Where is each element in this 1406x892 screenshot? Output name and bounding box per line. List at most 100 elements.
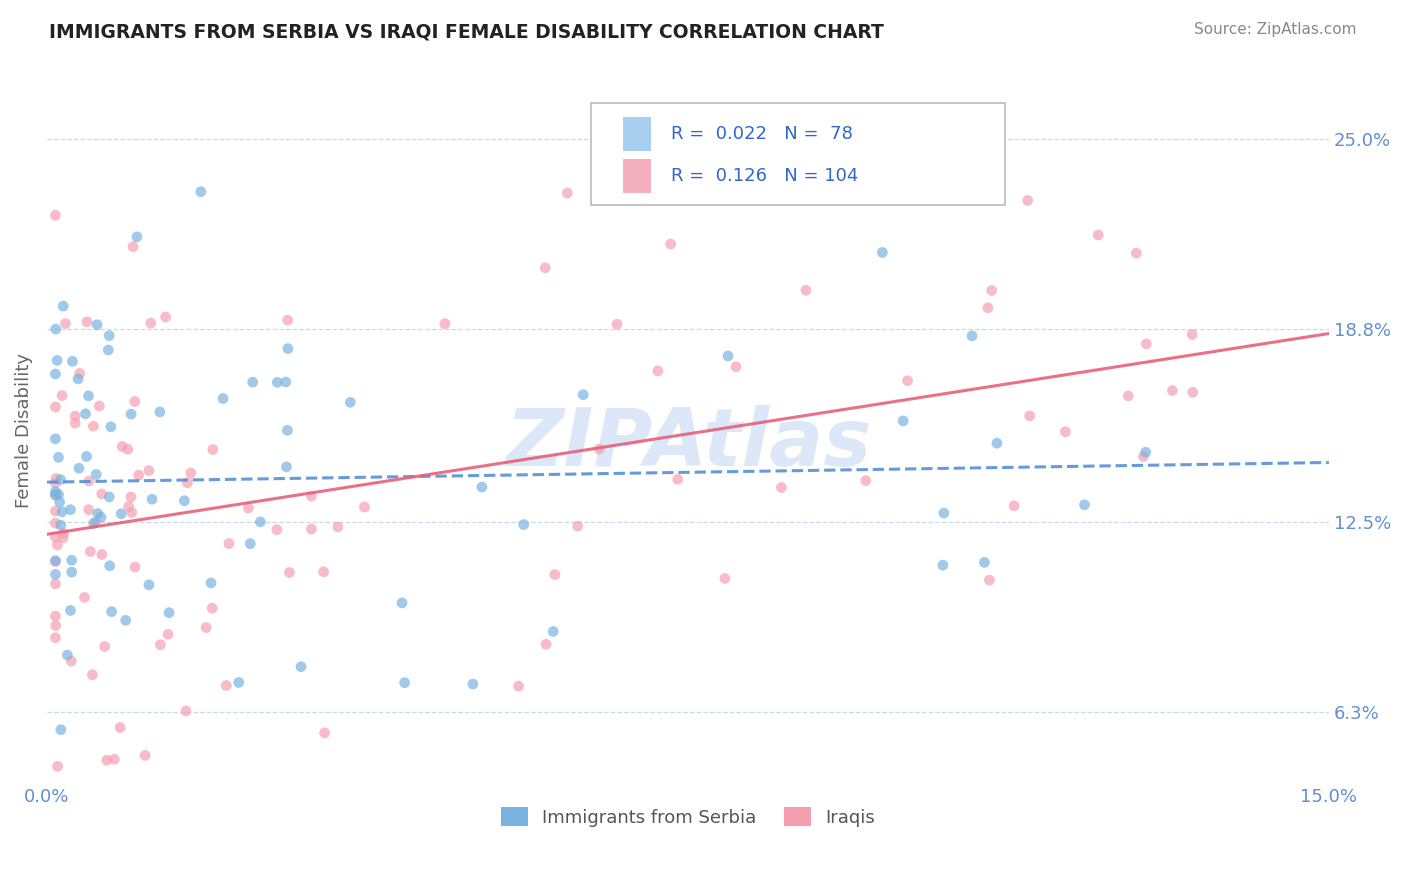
Point [588, 442, 610, 457]
Point [1054, 425, 1077, 439]
Point [276, 423, 298, 437]
Point [118, 500, 141, 514]
Point [111, 440, 134, 454]
Point [201, 442, 224, 457]
Point [63, 409, 86, 423]
Point [44, 476, 66, 491]
Point [44, 504, 66, 518]
Point [75, 407, 97, 421]
Point [96, 753, 118, 767]
Point [49, 723, 72, 737]
Point [770, 481, 793, 495]
Point [461, 677, 484, 691]
Point [138, 578, 160, 592]
Point [979, 573, 1001, 587]
Point [195, 621, 218, 635]
Point [541, 624, 564, 639]
Point [44, 609, 66, 624]
Point [1116, 389, 1139, 403]
Point [44, 367, 66, 381]
Point [238, 501, 260, 516]
Point [666, 472, 689, 486]
Point [157, 606, 180, 620]
Point [52, 526, 75, 541]
Point [174, 704, 197, 718]
Point [100, 419, 122, 434]
Point [1135, 445, 1157, 459]
Point [48, 487, 70, 501]
Point [157, 627, 180, 641]
Point [45, 322, 67, 336]
Point [394, 675, 416, 690]
Point [218, 536, 240, 550]
Point [312, 565, 335, 579]
Point [266, 376, 288, 390]
Point [108, 721, 131, 735]
Point [67, 461, 90, 475]
Point [60, 553, 83, 567]
Point [46, 353, 69, 368]
Point [100, 605, 122, 619]
Point [125, 230, 148, 244]
Point [56, 648, 79, 662]
Point [44, 555, 66, 569]
Point [141, 492, 163, 507]
Point [90, 510, 112, 524]
Point [277, 313, 299, 327]
Point [326, 520, 349, 534]
Point [44, 432, 66, 446]
Point [52, 531, 75, 545]
Text: IMMIGRANTS FROM SERBIA VS IRAQI FEMALE DISABILITY CORRELATION CHART: IMMIGRANTS FROM SERBIA VS IRAQI FEMALE D… [49, 22, 884, 41]
Point [48, 495, 70, 509]
Point [87, 507, 110, 521]
Point [266, 523, 288, 537]
Point [44, 567, 66, 582]
Point [76, 315, 98, 329]
Point [1087, 227, 1109, 242]
Point [98, 490, 121, 504]
Point [46, 759, 69, 773]
Point [1125, 246, 1147, 260]
Point [242, 375, 264, 389]
Point [155, 310, 177, 324]
Point [717, 349, 740, 363]
Point [63, 416, 86, 430]
Point [212, 392, 235, 406]
Point [1135, 337, 1157, 351]
Point [228, 675, 250, 690]
Point [114, 613, 136, 627]
Point [567, 519, 589, 533]
Point [512, 517, 534, 532]
Text: ZIPAtlas: ZIPAtlas [505, 405, 870, 483]
Point [1018, 409, 1040, 423]
Point [93, 640, 115, 654]
Point [44, 484, 66, 499]
Point [1181, 385, 1204, 400]
Point [149, 638, 172, 652]
Point [82, 668, 104, 682]
Point [724, 359, 747, 374]
Point [117, 442, 139, 457]
Point [339, 395, 361, 409]
Point [49, 473, 72, 487]
Point [134, 748, 156, 763]
Point [149, 405, 172, 419]
Point [138, 463, 160, 477]
Point [301, 522, 323, 536]
Point [51, 505, 73, 519]
Point [1161, 384, 1184, 398]
Point [98, 328, 121, 343]
Text: Source: ZipAtlas.com: Source: ZipAtlas.com [1194, 22, 1357, 37]
Point [794, 283, 817, 297]
Point [59, 603, 82, 617]
Point [124, 394, 146, 409]
Y-axis label: Female Disability: Female Disability [15, 352, 32, 508]
Point [98, 558, 121, 573]
Point [239, 537, 262, 551]
Point [77, 474, 100, 488]
Point [69, 367, 91, 381]
Point [973, 556, 995, 570]
Point [714, 572, 737, 586]
Point [932, 558, 955, 573]
Point [980, 284, 1002, 298]
